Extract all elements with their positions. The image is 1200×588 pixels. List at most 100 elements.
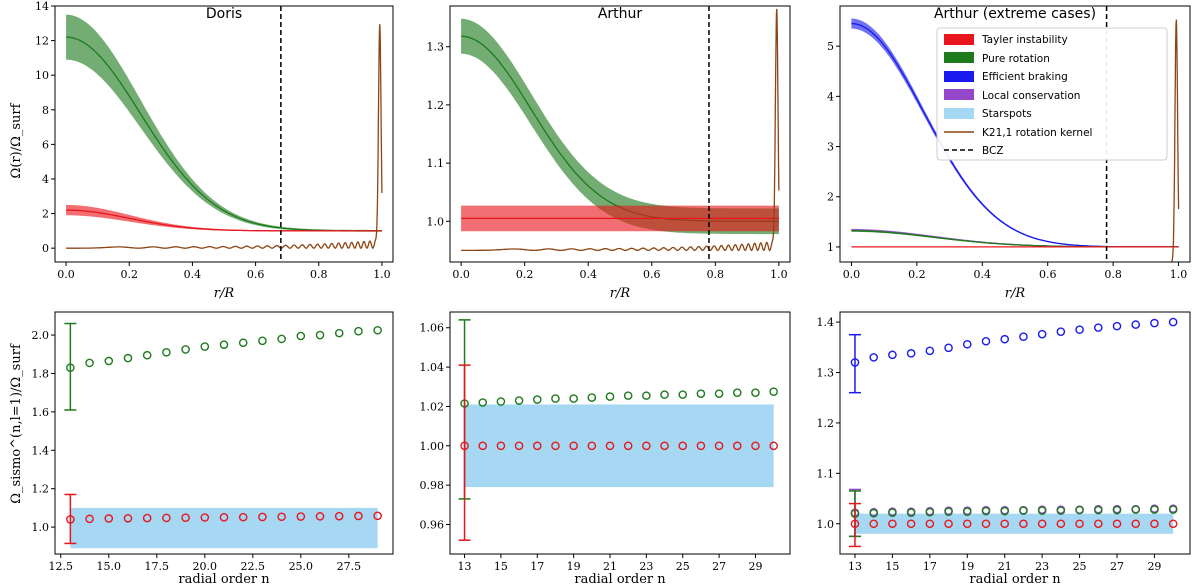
legend-label-kernel: K21,1 rotation kernel (982, 127, 1092, 139)
point-pure (66, 363, 75, 372)
point-pure (496, 397, 506, 406)
point-efficient (1037, 329, 1047, 339)
y-tick-label: 1.1 (817, 467, 835, 480)
plot-area-doris-profile: 0.0 0.2 0.4 0.6 0.8 1.0 0 2 4 6 8 10 12 14 (35, 0, 394, 281)
point-pure (1150, 505, 1159, 514)
x-tick-label: 21 (998, 560, 1012, 573)
y-tick-label: 1.2 (427, 99, 445, 112)
point-tayler (1000, 519, 1010, 529)
point-pure (478, 398, 488, 407)
point-tayler (925, 519, 935, 529)
point-pure (751, 388, 760, 397)
y-tick-label: 4 (827, 90, 834, 103)
y-tick-label: 1.00 (420, 440, 445, 453)
point-efficient (1168, 317, 1178, 327)
y-tick-label: 12 (35, 35, 49, 48)
x-tick-label: 29 (1147, 560, 1161, 573)
x-tick-label: 1.0 (373, 268, 391, 281)
y-tick-label: 1.4 (817, 316, 835, 329)
panel-arthur-profile: Arthur r/R 0.0 0.2 0.4 0.6 0.8 1.0 1.0 1.1 1.2 1.… (427, 5, 791, 301)
x-tick-label: 0.6 (247, 268, 265, 281)
point-pure (551, 394, 560, 403)
point-tayler (219, 513, 229, 522)
x-tick-label: 27 (712, 560, 726, 573)
point-efficient (888, 350, 897, 360)
x-tick-label: 17.5 (145, 560, 170, 573)
point-tayler (460, 441, 469, 451)
line-tayler (66, 209, 382, 232)
x-tick-label: 0.6 (1039, 268, 1057, 281)
y-tick-label: 10 (35, 69, 49, 82)
starspots-band (854, 513, 1174, 534)
point-tayler (1131, 519, 1141, 529)
point-pure (944, 507, 953, 516)
xlabel-arthur-seismo: radial order n (574, 572, 666, 587)
legend-entry-bcz: BCZ (944, 145, 1004, 157)
x-tick-label: 23 (1035, 560, 1049, 573)
legend-label-starspots: Starspots (982, 108, 1032, 120)
point-pure (1019, 506, 1028, 515)
y-tick-label: 1 (827, 241, 834, 254)
point-tayler (714, 441, 724, 451)
point-tayler (623, 441, 633, 451)
point-pure (925, 507, 935, 517)
legend-label-bcz: BCZ (982, 145, 1004, 157)
x-tick-label: 25 (1073, 560, 1087, 573)
y-tick-label: 1.04 (420, 361, 445, 374)
y-tick-label: 14 (35, 0, 49, 13)
point-tayler (769, 441, 778, 451)
point-pure (906, 508, 916, 517)
point-pure (981, 506, 991, 516)
point-pure (696, 389, 706, 398)
point-efficient (906, 349, 916, 358)
point-pure (200, 342, 210, 351)
point-tayler (66, 515, 75, 524)
legend-swatch-local (944, 89, 974, 100)
point-pure (1056, 506, 1066, 515)
point-pure (962, 507, 972, 516)
point-efficient (1112, 321, 1122, 331)
point-tayler (238, 512, 248, 522)
point-pure (678, 390, 688, 399)
point-tayler (277, 512, 286, 522)
point-pure (354, 326, 363, 336)
plot-body (848, 317, 1178, 548)
point-tayler (944, 519, 953, 529)
band-pure (66, 14, 382, 232)
point-efficient (1056, 327, 1066, 336)
y-tick-label: 4 (42, 173, 49, 186)
y-tick-label: 0.96 (420, 518, 445, 531)
point-efficient (1000, 334, 1010, 344)
panel-arthur-extreme-seismo: radial order n 13 15 17 19 21 23 25 27 291.01.11… (817, 311, 1191, 587)
x-tick-label: 25 (676, 560, 690, 573)
point-efficient (850, 358, 860, 367)
point-pure (334, 328, 344, 338)
x-tick-label: 23 (639, 560, 653, 573)
x-tick-label: 0.6 (643, 268, 661, 281)
legend-swatch-starspots (944, 108, 974, 119)
point-pure (587, 393, 597, 402)
starspots-band (70, 507, 378, 549)
y-tick-label: 5 (827, 40, 834, 53)
point-efficient (944, 343, 953, 353)
x-tick-label: 29 (748, 560, 762, 573)
y-tick-label: 2.0 (32, 329, 50, 342)
x-tick-label: 0.2 (516, 268, 534, 281)
point-pure (642, 391, 651, 400)
point-tayler (478, 441, 488, 451)
point-pure (605, 392, 615, 401)
plot-body (64, 322, 382, 549)
xlabel-doris-profile: r/R (214, 286, 235, 301)
point-pure (296, 331, 306, 341)
point-tayler (981, 519, 991, 529)
point-pure (238, 338, 248, 348)
y-tick-label: 0.98 (420, 479, 445, 492)
y-tick-label: 2 (42, 208, 49, 221)
x-tick-label: 27 (1110, 560, 1124, 573)
point-pure (569, 394, 578, 403)
point-tayler (1075, 519, 1084, 529)
point-pure (162, 348, 171, 357)
point-pure (1075, 505, 1084, 515)
title-doris: Doris (206, 6, 242, 22)
point-pure (769, 387, 778, 396)
